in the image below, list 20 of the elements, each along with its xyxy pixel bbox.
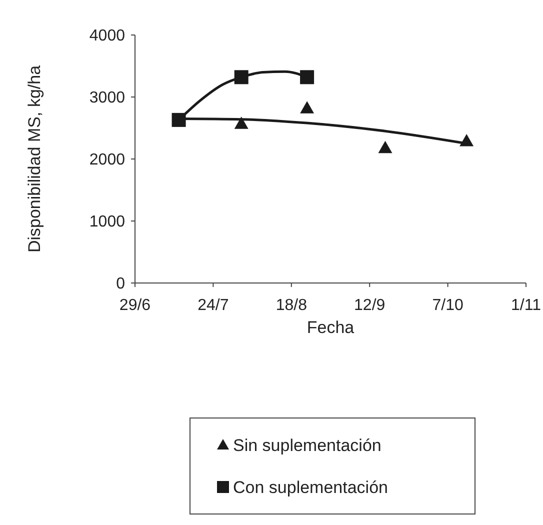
x-tick-label: 1/11 (511, 297, 542, 314)
point (460, 134, 474, 146)
legend-label: Con suplementación (233, 478, 388, 497)
point (234, 116, 248, 129)
x-tick-label: 12/9 (354, 297, 386, 314)
y-tick-label: 1000 (89, 214, 126, 231)
point (300, 70, 314, 84)
y-tick-label: 0 (116, 276, 126, 293)
x-tick-label: 29/6 (119, 297, 151, 314)
y-tick-label: 3000 (89, 90, 126, 107)
x-tick-label: 24/7 (198, 297, 229, 314)
point (300, 101, 314, 114)
y-axis-title: Disponibilidad MS, kg/ha (25, 64, 44, 253)
point (378, 140, 392, 154)
x-tick-label: 18/8 (276, 297, 308, 314)
y-tick-label: 4000 (89, 28, 126, 45)
x-tick-label: 7/10 (432, 297, 464, 314)
y-tick-label: 2000 (89, 152, 126, 169)
legend-label: Sin suplementación (233, 436, 382, 455)
x-axis-title: Fecha (306, 318, 355, 337)
